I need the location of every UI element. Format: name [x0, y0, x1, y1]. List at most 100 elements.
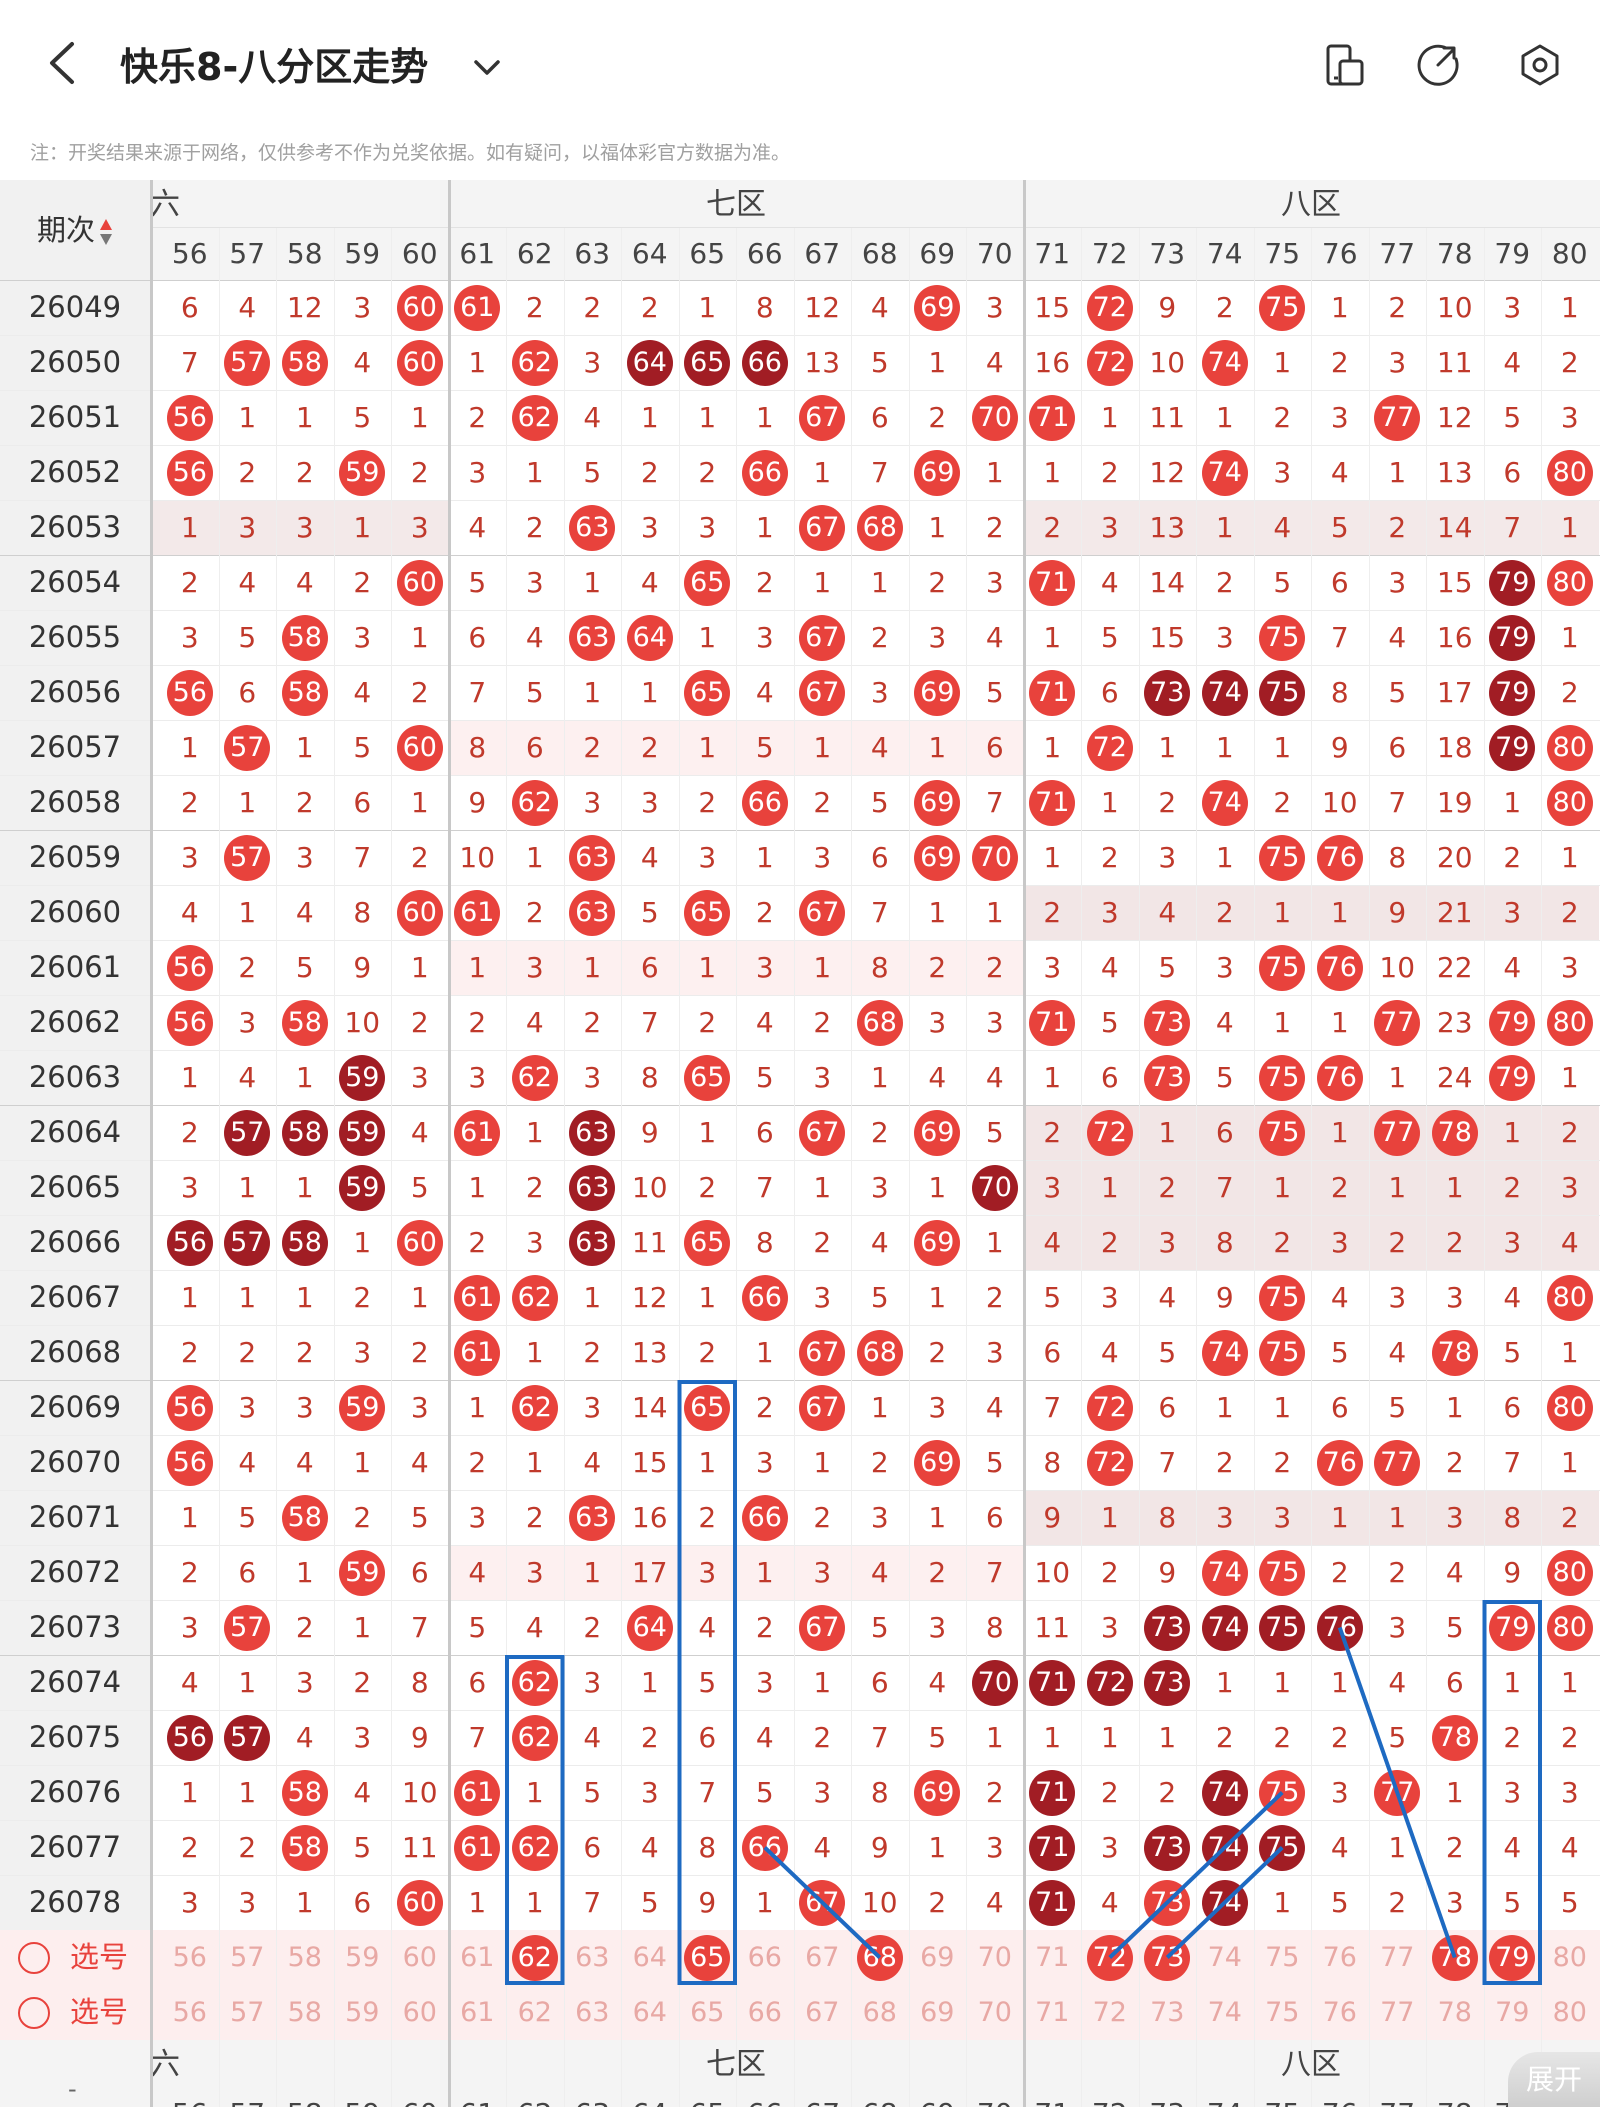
column-number[interactable]: 80	[1551, 237, 1588, 270]
column-number[interactable]: 56	[171, 237, 208, 270]
selected-number-ball[interactable]: 78	[1431, 1934, 1478, 1981]
expand-button[interactable]: 展开	[1508, 2052, 1600, 2107]
selectable-number[interactable]: 56	[172, 1942, 207, 1973]
omission-count: 2	[698, 1336, 717, 1369]
selectable-number[interactable]: 66	[747, 1997, 782, 2028]
omission-count: 4	[468, 1556, 487, 1589]
device-layout-icon[interactable]	[1322, 43, 1366, 87]
omission-count: 5	[1158, 951, 1177, 984]
column-number[interactable]: 62	[516, 237, 553, 270]
selectable-number[interactable]: 62	[517, 1997, 552, 2028]
selectable-number[interactable]: 74	[1207, 1997, 1242, 2028]
column-number[interactable]: 77	[1379, 237, 1416, 270]
column-number[interactable]: 70	[976, 237, 1013, 270]
winning-number-ball: 71	[1029, 559, 1076, 606]
selectable-number[interactable]: 59	[345, 1942, 380, 1973]
omission-count: 2	[698, 456, 717, 489]
selectable-number[interactable]: 58	[287, 1942, 322, 1973]
sort-arrows-icon[interactable]	[99, 217, 113, 247]
back-arrow-icon[interactable]	[40, 40, 86, 86]
selected-number-ball[interactable]: 73	[1144, 1934, 1191, 1981]
selectable-number[interactable]: 68	[862, 1997, 897, 2028]
selectable-number[interactable]: 64	[632, 1942, 667, 1973]
selectable-number[interactable]: 77	[1380, 1942, 1415, 1973]
selectable-number[interactable]: 57	[230, 1997, 265, 2028]
column-number[interactable]: 76	[1321, 237, 1358, 270]
selectable-number[interactable]: 71	[1035, 1942, 1070, 1973]
omission-count: 6	[870, 1666, 889, 1699]
column-number[interactable]: 63	[574, 237, 611, 270]
select-number-row[interactable]: 选号	[0, 1985, 150, 2040]
column-number[interactable]: 73	[1149, 237, 1186, 270]
selectable-number[interactable]: 63	[575, 1997, 610, 2028]
selectable-number[interactable]: 64	[632, 1997, 667, 2028]
column-number[interactable]: 75	[1264, 237, 1301, 270]
selectable-number[interactable]: 71	[1035, 1997, 1070, 2028]
omission-count: 2	[353, 566, 372, 599]
omission-count: 3	[985, 566, 1004, 599]
select-number-row[interactable]: 选号	[0, 1930, 150, 1985]
selectable-number[interactable]: 69	[920, 1997, 955, 2028]
selectable-number[interactable]: 80	[1552, 1942, 1587, 1973]
column-number[interactable]: 57	[229, 237, 266, 270]
selectable-number[interactable]: 76	[1322, 1942, 1357, 1973]
column-number[interactable]: 69	[919, 237, 956, 270]
selectable-number[interactable]: 59	[345, 1997, 380, 2028]
selectable-number[interactable]: 60	[402, 1997, 437, 2028]
selectable-number[interactable]: 69	[920, 1942, 955, 1973]
selected-number-ball[interactable]: 62	[511, 1934, 558, 1981]
selectable-number[interactable]: 78	[1437, 1997, 1472, 2028]
selected-number-ball[interactable]: 65	[684, 1934, 731, 1981]
selectable-number[interactable]: 70	[977, 1942, 1012, 1973]
select-radio[interactable]	[18, 1942, 50, 1974]
selectable-number[interactable]: 63	[575, 1942, 610, 1973]
column-number[interactable]: 58	[286, 237, 323, 270]
column-number[interactable]: 78	[1436, 237, 1473, 270]
selectable-number[interactable]: 57	[230, 1942, 265, 1973]
column-number[interactable]: 74	[1206, 237, 1243, 270]
column-number[interactable]: 61	[459, 237, 496, 270]
omission-count: 5	[1273, 566, 1292, 599]
column-number[interactable]: 65	[689, 237, 726, 270]
selectable-number[interactable]: 70	[977, 1997, 1012, 2028]
selectable-number[interactable]: 58	[287, 1997, 322, 2028]
selectable-number[interactable]: 79	[1495, 1997, 1530, 2028]
selectable-number[interactable]: 61	[460, 1997, 495, 2028]
omission-count: 1	[1560, 291, 1579, 324]
selectable-number[interactable]: 75	[1265, 1997, 1300, 2028]
selected-number-ball[interactable]: 68	[856, 1934, 903, 1981]
select-radio[interactable]	[18, 1997, 50, 2029]
selected-number-ball[interactable]: 79	[1489, 1934, 1536, 1981]
column-number[interactable]: 68	[861, 237, 898, 270]
column-number[interactable]: 59	[344, 237, 381, 270]
column-number[interactable]: 64	[631, 237, 668, 270]
column-number[interactable]: 79	[1494, 237, 1531, 270]
selectable-number[interactable]: 77	[1380, 1997, 1415, 2028]
period-header[interactable]: 期次	[0, 180, 150, 280]
selectable-number[interactable]: 76	[1322, 1997, 1357, 2028]
settings-icon[interactable]	[1518, 43, 1562, 87]
chevron-down-icon[interactable]	[470, 50, 504, 84]
share-icon[interactable]	[1416, 43, 1460, 87]
selectable-number[interactable]: 67	[805, 1942, 840, 1973]
selectable-number[interactable]: 74	[1207, 1942, 1242, 1973]
selectable-number[interactable]: 56	[172, 1997, 207, 2028]
column-number[interactable]: 60	[401, 237, 438, 270]
selectable-number[interactable]: 61	[460, 1942, 495, 1973]
column-number[interactable]: 67	[804, 237, 841, 270]
winning-number-ball: 70	[971, 1164, 1018, 1211]
selectable-number[interactable]: 67	[805, 1997, 840, 2028]
omission-count: 1	[238, 1281, 257, 1314]
selectable-number[interactable]: 75	[1265, 1942, 1300, 1973]
column-number[interactable]: 71	[1034, 237, 1071, 270]
selectable-number[interactable]: 66	[747, 1942, 782, 1973]
selectable-number[interactable]: 60	[402, 1942, 437, 1973]
selectable-number[interactable]: 80	[1552, 1997, 1587, 2028]
selectable-number[interactable]: 73	[1150, 1997, 1185, 2028]
selectable-number[interactable]: 72	[1092, 1997, 1127, 2028]
selected-number-ball[interactable]: 72	[1086, 1934, 1133, 1981]
selectable-number[interactable]: 65	[690, 1997, 725, 2028]
winning-number-ball: 63	[569, 1219, 616, 1266]
column-number[interactable]: 66	[746, 237, 783, 270]
column-number[interactable]: 72	[1091, 237, 1128, 270]
